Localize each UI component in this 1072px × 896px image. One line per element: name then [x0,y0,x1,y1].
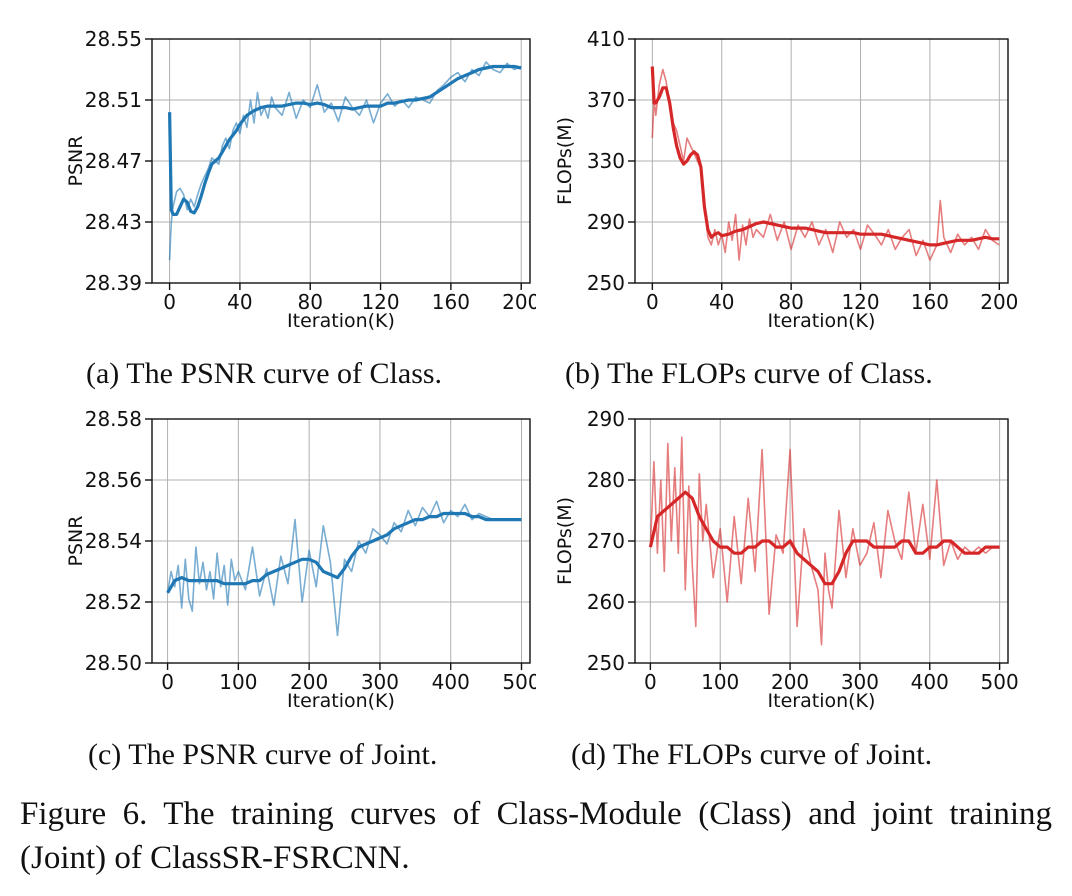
y-tick-label: 330 [587,149,625,173]
series-line-smoothed [648,490,1000,586]
x-tick-label: 0 [161,670,174,694]
x-axis-label: Iteration(K) [287,690,395,712]
y-tick-label: 28.52 [85,590,142,614]
y-tick-label: 290 [587,210,625,234]
x-tick-label: 100 [701,670,739,694]
chart-c-svg: 0 100 200 300 400 500 28.50 28.52 28.54 28.56 28.5… [65,407,536,712]
figure-caption: Figure 6. The training curves of Class-M… [20,796,1052,876]
y-tick-label: 28.39 [85,271,142,295]
y-tick-label: 28.47 [85,149,142,173]
x-tick-label: 100 [219,670,257,694]
chart-d: 0 100 200 300 400 500 250 260 270 280 290 Iteration… [536,390,1072,720]
y-tick-label: 28.55 [85,27,142,51]
x-tick-label: 500 [502,670,536,694]
y-tick-label: 28.51 [85,88,142,112]
chart-b: 0 40 80 120 160 200 250 290 330 370 410 Iteration(K… [536,0,1072,340]
chart-d-svg: 0 100 200 300 400 500 250 260 270 280 290 Iteration… [554,407,1019,712]
y-tick-label: 28.56 [85,468,142,492]
x-tick-label: 500 [981,670,1019,694]
y-tick-label: 280 [587,468,625,492]
x-tick-label: 0 [644,670,657,694]
x-tick-label: 300 [361,670,399,694]
caption-d: (d) The FLOPs curve of Joint. [571,738,933,771]
y-axis-label: FLOPs(M) [554,497,576,585]
caption-b: (b) The FLOPs curve of Class. [565,357,933,390]
x-tick-label: 0 [646,290,659,314]
y-tick-label: 290 [587,407,625,431]
x-tick-label: 400 [911,670,949,694]
caption-c: (c) The PSNR curve of Joint. [88,738,438,771]
chart-a: 0 40 80 120 160 200 28.39 28.43 28.47 28.51 28.55 I… [0,0,536,340]
chart-b-svg: 0 40 80 120 160 200 250 290 330 370 410 Iteration(K… [554,27,1018,332]
y-tick-label: 410 [587,27,625,51]
caption-a: (a) The PSNR curve of Class. [86,357,443,390]
chart-c: 0 100 200 300 400 500 28.50 28.52 28.54 28.56 28.5… [0,390,536,720]
series-line-smoothed [166,511,522,594]
x-tick-label: 80 [778,290,803,314]
x-tick-label: 200 [290,670,328,694]
x-tick-label: 300 [841,670,879,694]
y-axis-label: FLOPs(M) [554,117,576,205]
y-tick-label: 260 [587,590,625,614]
x-tick-label: 0 [163,290,176,314]
y-tick-label: 28.43 [85,210,142,234]
x-axis-label: Iteration(K) [287,310,395,332]
y-tick-label: 270 [587,529,625,553]
y-tick-label: 28.58 [85,407,142,431]
y-axis-label: PSNR [65,516,87,567]
x-tick-label: 40 [227,290,252,314]
y-tick-label: 28.50 [85,651,142,675]
x-axis-label: Iteration(K) [768,690,876,712]
x-tick-label: 400 [432,670,470,694]
x-tick-label: 200 [502,290,536,314]
x-axis-label: Iteration(K) [768,310,876,332]
y-tick-label: 250 [587,651,625,675]
x-tick-label: 40 [709,290,734,314]
series-line-raw [651,68,1000,261]
series-line-smoothed [168,64,522,216]
x-tick-label: 120 [841,290,879,314]
y-axis-label: PSNR [65,136,87,187]
x-tick-label: 160 [432,290,470,314]
series-line-raw [649,436,1000,646]
chart-a-svg: 0 40 80 120 160 200 28.39 28.43 28.47 28.51 28.55 I… [65,27,536,332]
y-tick-label: 250 [587,271,625,295]
series-line-raw [166,500,522,637]
y-tick-label: 370 [587,88,625,112]
x-tick-label: 200 [980,290,1018,314]
x-tick-label: 80 [298,290,323,314]
x-tick-label: 200 [771,670,809,694]
x-tick-label: 120 [361,290,399,314]
x-tick-label: 160 [911,290,949,314]
series-line-smoothed [650,66,1000,247]
series-line-raw [168,61,522,261]
y-tick-label: 28.54 [85,529,142,553]
